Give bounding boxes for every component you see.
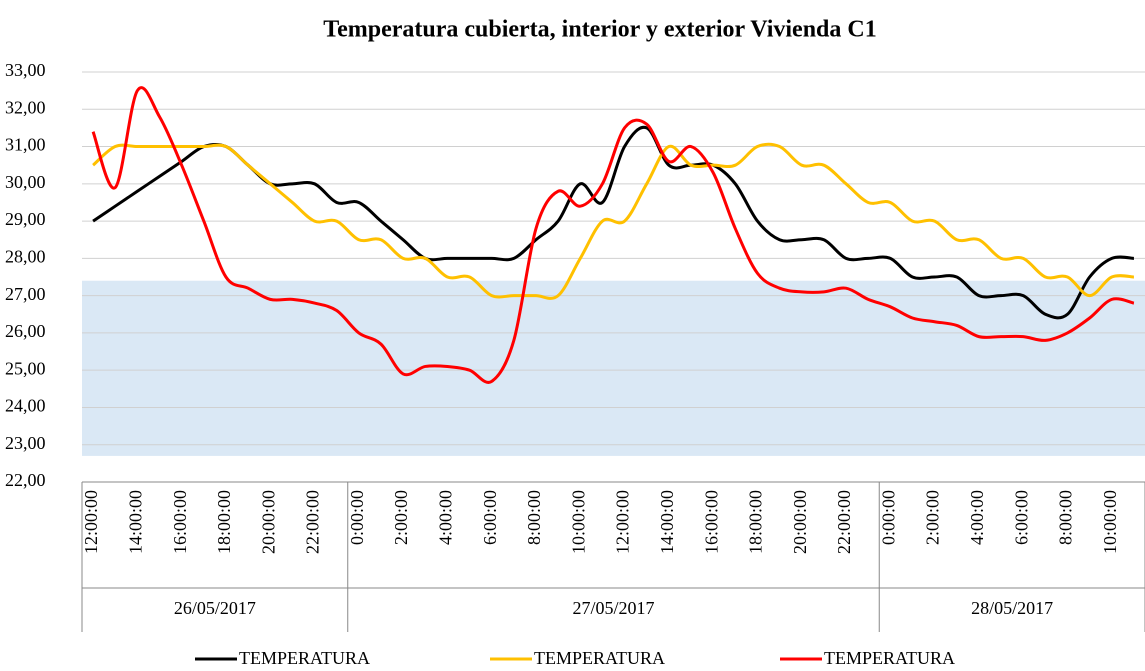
x-tick-label: 0:00:00 bbox=[878, 490, 898, 545]
legend-label: TEMPERATURA bbox=[534, 648, 665, 668]
x-tick-label: 22:00:00 bbox=[303, 490, 323, 554]
y-tick-label: 25,00 bbox=[5, 358, 46, 378]
y-tick-label: 31,00 bbox=[5, 135, 46, 155]
chart-title: Temperatura cubierta, interior y exterio… bbox=[323, 17, 876, 43]
x-tick-label: 4:00:00 bbox=[436, 490, 456, 545]
series-line bbox=[92, 142, 1135, 300]
x-tick-label: 22:00:00 bbox=[834, 490, 854, 554]
y-tick-label: 30,00 bbox=[5, 172, 46, 192]
y-tick-label: 24,00 bbox=[5, 396, 46, 416]
x-tick-label: 18:00:00 bbox=[746, 490, 766, 554]
x-tick-label: 10:00:00 bbox=[568, 490, 588, 554]
x-tick-label: 18:00:00 bbox=[214, 490, 234, 554]
x-tick-label: 20:00:00 bbox=[790, 490, 810, 554]
y-tick-label: 23,00 bbox=[5, 433, 46, 453]
y-tick-label: 33,00 bbox=[5, 60, 46, 80]
x-tick-label: 2:00:00 bbox=[391, 490, 411, 545]
x-tick-label: 12:00:00 bbox=[613, 490, 633, 554]
x-tick-label: 16:00:00 bbox=[170, 490, 190, 554]
y-tick-label: 26,00 bbox=[5, 321, 46, 341]
x-tick-label: 8:00:00 bbox=[524, 490, 544, 545]
y-tick-label: 32,00 bbox=[5, 97, 46, 117]
legend-label: TEMPERATURA bbox=[824, 648, 955, 668]
y-tick-label: 22,00 bbox=[5, 470, 46, 490]
x-tick-label: 14:00:00 bbox=[125, 490, 145, 554]
x-tick-label: 2:00:00 bbox=[923, 490, 943, 545]
y-tick-label: 27,00 bbox=[5, 284, 46, 304]
y-tick-label: 29,00 bbox=[5, 209, 46, 229]
x-tick-label: 0:00:00 bbox=[347, 490, 367, 545]
group-label: 26/05/2017 bbox=[174, 598, 256, 618]
x-tick-label: 16:00:00 bbox=[701, 490, 721, 554]
x-tick-label: 6:00:00 bbox=[1011, 490, 1031, 545]
x-tick-label: 20:00:00 bbox=[258, 490, 278, 554]
series-line bbox=[91, 86, 1135, 384]
legend-label: TEMPERATURA bbox=[239, 648, 370, 668]
x-tick-label: 10:00:00 bbox=[1100, 490, 1120, 554]
group-label: 27/05/2017 bbox=[572, 598, 654, 618]
x-tick-label: 6:00:00 bbox=[480, 490, 500, 545]
shaded-range bbox=[82, 280, 1145, 456]
group-label: 28/05/2017 bbox=[971, 598, 1053, 618]
y-tick-label: 28,00 bbox=[5, 246, 46, 266]
x-tick-label: 4:00:00 bbox=[967, 490, 987, 545]
x-tick-label: 12:00:00 bbox=[81, 490, 101, 554]
x-tick-label: 14:00:00 bbox=[657, 490, 677, 554]
x-tick-label: 8:00:00 bbox=[1056, 490, 1076, 545]
